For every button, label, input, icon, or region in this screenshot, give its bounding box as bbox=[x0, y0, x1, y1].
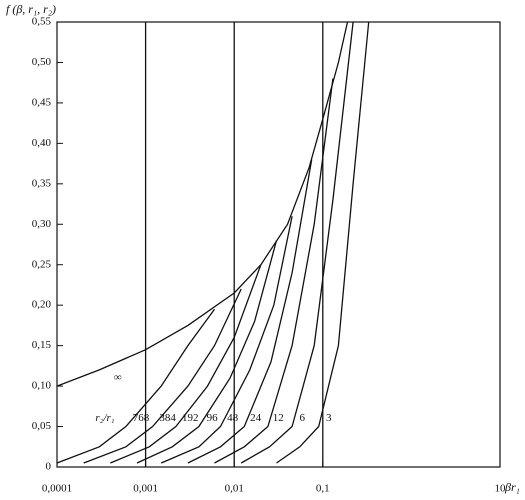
x-tick-label: 0,01 bbox=[225, 483, 244, 495]
y-tick-label: 0 bbox=[46, 461, 52, 473]
annotation: r₂/r₁ bbox=[95, 412, 114, 424]
y-tick-label: 0,50 bbox=[32, 56, 52, 68]
curve-label: 384 bbox=[159, 412, 176, 424]
curve bbox=[110, 264, 262, 464]
y-axis-title: f (β, r₁, r₂) bbox=[6, 2, 56, 16]
y-tick-label: 0,05 bbox=[32, 420, 52, 432]
curve bbox=[187, 159, 313, 464]
curve-label: 192 bbox=[182, 412, 199, 424]
curve-label: 12 bbox=[273, 412, 284, 424]
curve bbox=[214, 78, 334, 464]
curve-label: 6 bbox=[300, 412, 306, 424]
x-axis-title: βr₁ bbox=[504, 480, 520, 494]
curve bbox=[240, 21, 354, 464]
curve-label: 48 bbox=[227, 412, 239, 424]
curve bbox=[276, 21, 370, 464]
y-tick-label: 0,45 bbox=[32, 96, 52, 108]
x-tick-label: 0,001 bbox=[133, 483, 158, 495]
curve bbox=[56, 308, 216, 464]
curve bbox=[83, 288, 242, 464]
y-tick-label: 0,10 bbox=[32, 380, 52, 392]
y-tick-label: 0,40 bbox=[32, 137, 52, 149]
y-tick-label: 0,25 bbox=[32, 258, 52, 270]
curve-label: ∞ bbox=[114, 372, 122, 384]
curve-label: 96 bbox=[207, 412, 219, 424]
y-tick-label: 0,55 bbox=[32, 16, 52, 28]
curve bbox=[136, 240, 278, 464]
y-tick-label: 0,35 bbox=[32, 177, 52, 189]
curve-label: 3 bbox=[326, 412, 332, 424]
y-tick-label: 0,30 bbox=[32, 218, 52, 230]
curve bbox=[160, 216, 293, 464]
y-tick-label: 0,15 bbox=[32, 339, 52, 351]
y-tick-label: 0,20 bbox=[32, 299, 52, 311]
x-tick-label: 0,0001 bbox=[42, 483, 72, 495]
plot-frame bbox=[56, 21, 501, 468]
x-tick-label: 10 bbox=[495, 483, 507, 495]
curve-label: 24 bbox=[250, 412, 262, 424]
x-tick-label: 0,1 bbox=[316, 483, 330, 495]
curve-label: 768 bbox=[133, 412, 150, 424]
